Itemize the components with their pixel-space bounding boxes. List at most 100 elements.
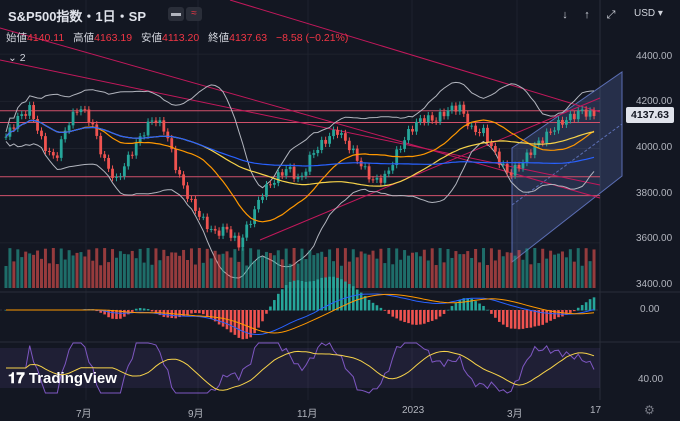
currency-label[interactable]: USD ▾	[634, 8, 663, 19]
candle-body	[391, 165, 395, 171]
volume-bar	[399, 259, 403, 288]
x-tick: 7月	[76, 409, 92, 420]
volume-bar	[521, 259, 525, 288]
candle-body	[588, 110, 592, 117]
candle-body	[387, 170, 391, 174]
volume-bar	[387, 248, 391, 288]
macd-hist	[501, 310, 505, 325]
candle-body	[584, 109, 588, 117]
macd-hist	[150, 310, 154, 312]
arrow-up-icon[interactable]: ↑	[584, 9, 590, 21]
volume-bar	[126, 254, 130, 288]
candle-body	[300, 175, 304, 177]
macd-hist	[280, 289, 284, 311]
indicator-toggle[interactable]: ⌄ 2	[8, 52, 26, 64]
candle-body	[375, 177, 379, 180]
macd-hist	[233, 310, 237, 335]
macd-hist	[584, 302, 588, 311]
volume-bar	[383, 263, 387, 288]
candle-body	[557, 119, 560, 131]
candle-body	[379, 177, 383, 183]
arrow-down-icon[interactable]: ↓	[562, 9, 568, 21]
indicator-count: 2	[19, 52, 26, 64]
macd-hist	[525, 310, 529, 329]
macd-hist	[505, 310, 509, 328]
volume-bar	[272, 255, 276, 288]
volume-bar	[549, 250, 553, 288]
volume-bar	[221, 253, 225, 288]
macd-hist	[229, 310, 233, 333]
volume-bar	[20, 257, 24, 288]
candle-body	[245, 224, 249, 238]
candle-body	[458, 104, 462, 112]
volume-bar	[359, 251, 363, 288]
candle-body	[533, 145, 537, 155]
volume-bar	[470, 257, 474, 288]
volume-bar	[292, 248, 296, 288]
wave-pill-icon[interactable]: ≈	[186, 7, 202, 21]
macd-hist	[395, 310, 398, 319]
volume-bar	[553, 254, 557, 288]
x-tick: 2023	[402, 405, 425, 416]
gear-icon[interactable]: ⚙	[644, 403, 655, 417]
volume-bar	[95, 248, 99, 288]
candle-body	[418, 118, 422, 122]
candle-body	[75, 111, 79, 113]
close-value: 4137.63	[229, 32, 268, 44]
candle-body	[47, 151, 51, 153]
candle-body	[505, 163, 509, 173]
volume-bar	[375, 258, 379, 288]
macd-hist	[367, 299, 371, 311]
ma-50	[5, 119, 595, 187]
volume-bar	[300, 248, 304, 288]
toggle-pill-icon[interactable]: ▬	[168, 7, 184, 21]
volume-bar	[442, 262, 446, 288]
macd-hist	[466, 298, 470, 311]
candle-body	[225, 226, 229, 230]
candle-body	[478, 131, 481, 134]
macd-hist	[344, 281, 347, 311]
candle-body	[383, 173, 387, 183]
macd-hist	[107, 310, 110, 318]
volume-bar	[505, 252, 509, 288]
volume-bar	[450, 257, 454, 288]
symbol-title[interactable]: S&P500指数・1日・SP	[8, 9, 146, 24]
candle-body	[537, 140, 541, 146]
candle-body	[265, 184, 268, 197]
volume-bar	[75, 252, 79, 288]
candle-body	[493, 146, 497, 152]
volume-bar	[91, 260, 95, 288]
macd-hist	[340, 279, 343, 311]
macd-hist	[103, 310, 106, 315]
volume-bar	[339, 265, 343, 288]
volume-bar	[462, 254, 466, 288]
candle-body	[450, 105, 454, 111]
macd-hist	[202, 310, 205, 315]
volume-bar	[343, 248, 347, 288]
volume-bar	[241, 248, 245, 288]
volume-bar	[513, 255, 517, 288]
candle-body	[462, 104, 466, 114]
candle-body	[197, 210, 201, 217]
candle-body	[316, 149, 320, 154]
candle-body	[454, 105, 458, 112]
volume-bar	[36, 250, 40, 288]
macd-hist	[300, 281, 304, 311]
x-tick: 11月	[297, 409, 318, 420]
volume-bar	[217, 254, 221, 288]
macd-hist	[371, 302, 375, 311]
volume-bar	[296, 263, 300, 288]
candle-body	[363, 166, 367, 168]
volume-bar	[347, 261, 351, 288]
macd-hist	[276, 293, 280, 311]
candle-body	[111, 168, 114, 178]
volume-bar	[111, 249, 115, 288]
volume-bar	[158, 260, 162, 288]
candle-body	[521, 162, 525, 169]
volume-bar	[438, 248, 442, 288]
fullscreen-icon[interactable]: ⤢	[606, 9, 616, 21]
volume-bar	[434, 265, 438, 288]
x-tick: 3月	[507, 409, 523, 420]
high-label: 高値	[73, 32, 95, 44]
